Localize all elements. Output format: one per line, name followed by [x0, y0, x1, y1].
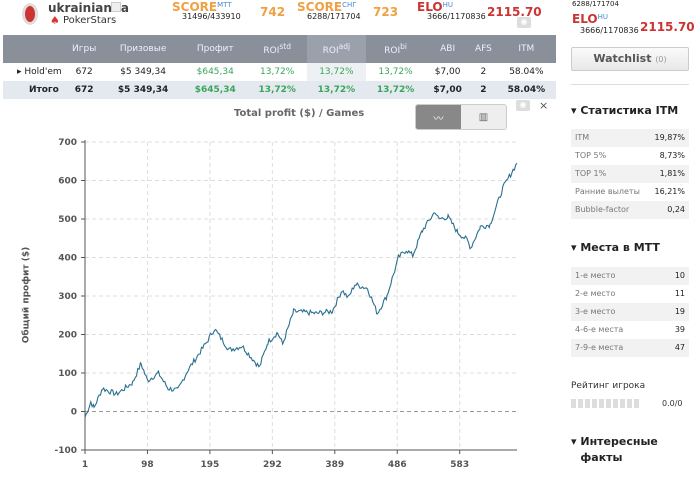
stats-table: Игры Призовые Профит ROIstd ROIadj ROIbi… — [3, 35, 556, 99]
col-roi-bi[interactable]: ROIbi — [365, 35, 426, 63]
pokerstars-icon: ♠ — [50, 14, 60, 27]
stat-row: 1-е место 10 — [571, 267, 689, 285]
chart-camera-icon[interactable]: ◉ — [516, 100, 530, 111]
profit-chart: -100 0 100 200 300 400 500 600 700 1 98 195 292 389 48… — [54, 138, 518, 470]
table-row[interactable]: ▸ Hold'em 672 $5 349,34 $645,34 13,72% 13,… — [3, 63, 556, 81]
facts-heading[interactable]: ▾ Интересные факты — [571, 435, 658, 464]
y-tick-label: 0 — [71, 408, 77, 418]
chart-type-toggle[interactable]: 〰 ▥ — [415, 104, 507, 130]
mtt-places-heading[interactable]: ▾ Места в MTT — [571, 241, 660, 254]
watchlist-button[interactable]: Watchlist (0) — [571, 47, 689, 71]
itm-stats-heading[interactable]: ▾ Статистика ITM — [571, 104, 679, 117]
chart-title: Total profit ($) / Games — [234, 108, 365, 119]
x-tick-label: 486 — [388, 460, 407, 470]
stat-row: Ранние вылеты 16,21% — [575, 187, 685, 196]
col-roi-adj[interactable]: ROIadj — [306, 35, 366, 63]
score-sng: SCOREСНГ 6288/171704 723 — [297, 0, 399, 21]
y-tick-label: 600 — [58, 177, 77, 187]
y-tick-label: 500 — [58, 215, 77, 225]
rating-value: 0.0/0 — [662, 399, 683, 408]
stat-row: 7-9-е места 47 — [571, 339, 689, 357]
line-chart-icon[interactable]: 〰 — [416, 105, 461, 129]
x-tick-label: 195 — [201, 460, 220, 470]
room-name: PokerStars — [63, 15, 117, 26]
sidebar-elo: ELOHU 3666/1170836 2115.70 — [572, 12, 695, 35]
username[interactable]: ukrainianfla — [48, 1, 129, 15]
col-itm[interactable]: ITM — [496, 35, 556, 63]
divider — [571, 84, 689, 85]
stat-row: Bubble-factor 0,24 — [571, 201, 689, 219]
close-icon[interactable]: × — [539, 99, 549, 112]
score-mtt: SCOREMTT 31496/433910 742 — [172, 0, 286, 21]
table-header: Игры Призовые Профит ROIstd ROIadj ROIbi… — [3, 35, 556, 63]
mtt-places-list: 1-е место 10 2-е место 11 3-е место 19 4-6-е м… — [571, 267, 689, 357]
col-abi[interactable]: ABI — [425, 35, 471, 63]
y-tick-label: -100 — [54, 446, 77, 456]
camera-icon[interactable]: ◉ — [517, 17, 531, 28]
x-tick-label: 389 — [325, 460, 344, 470]
sng-rank: 6288/171704 — [572, 0, 619, 8]
y-tick-label: 700 — [58, 138, 77, 148]
bar-chart-icon[interactable]: ▥ — [461, 105, 506, 129]
col-roi-std[interactable]: ROIstd — [247, 35, 307, 63]
y-tick-label: 300 — [58, 292, 77, 302]
elo-hu: ELOHU 3666/1170836 2115.70 — [417, 0, 542, 21]
stat-row: ITM 19,87% — [571, 129, 689, 147]
add-note-icon[interactable] — [111, 2, 121, 12]
stat-row: TOP 5% 8,73% — [575, 151, 685, 160]
table-row-total: Итого 672 $5 349,34 $645,34 13,72% 13,72% 1… — [3, 81, 556, 99]
stat-row: 2-е место 11 — [575, 289, 685, 298]
x-tick-label: 583 — [450, 460, 469, 470]
itm-stats-list: ITM 19,87% TOP 5% 8,73% TOP 1% 1,81% Ранние вы… — [571, 129, 689, 219]
x-tick-label: 1 — [82, 460, 88, 470]
rating-label: Рейтинг игрока — [571, 381, 646, 391]
col-games[interactable]: Игры — [65, 35, 104, 63]
col-afs[interactable]: AFS — [470, 35, 497, 63]
x-tick-label: 292 — [263, 460, 282, 470]
stat-row: 4-6-е места 39 — [575, 325, 685, 334]
y-tick-label: 400 — [58, 254, 77, 264]
y-tick-label: 200 — [58, 331, 77, 341]
rating-bar — [571, 399, 639, 408]
stat-row: TOP 1% 1,81% — [571, 165, 689, 183]
y-tick-label: 100 — [58, 369, 77, 379]
stat-row: 3-е место 19 — [571, 303, 689, 321]
player-header: ukrainianfla ♠ PokerStars SCOREMTT 31496… — [0, 0, 556, 35]
profit-line — [84, 162, 518, 418]
col-prizes[interactable]: Призовые — [103, 35, 183, 63]
avatar — [22, 3, 38, 25]
col-profit[interactable]: Профит — [182, 35, 248, 63]
x-tick-label: 98 — [141, 460, 154, 470]
